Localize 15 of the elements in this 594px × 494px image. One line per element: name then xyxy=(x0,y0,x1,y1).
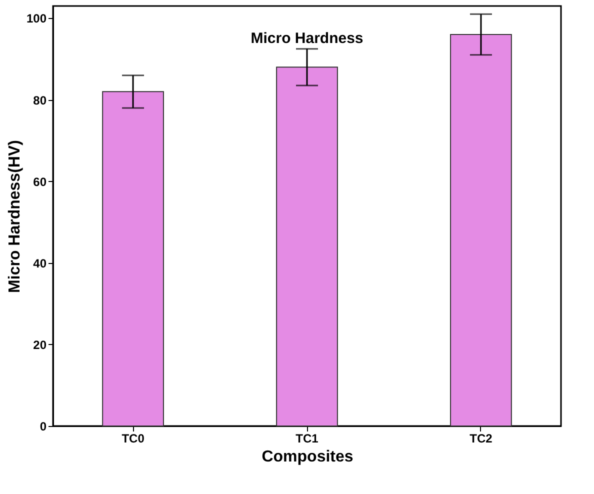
y-tick-label: 100 xyxy=(26,12,47,26)
y-tick-label: 0 xyxy=(40,420,47,434)
text: Micro Hardness xyxy=(250,30,364,47)
y-tick-label: 80 xyxy=(33,93,47,108)
x-tick-label: TC2 xyxy=(470,432,493,446)
y-tick-label: 20 xyxy=(33,338,47,352)
bar xyxy=(276,66,338,426)
x-tick-label: TC0 xyxy=(122,432,145,446)
bar xyxy=(450,34,512,426)
x-axis-title: Composites xyxy=(262,448,354,466)
y-axis-title: Micro Hardness(HV) xyxy=(6,140,24,293)
y-tick-label: 60 xyxy=(33,174,47,189)
bar xyxy=(102,91,164,426)
x-tick-label: TC1 xyxy=(296,432,319,446)
y-tick-label: 40 xyxy=(33,256,47,270)
